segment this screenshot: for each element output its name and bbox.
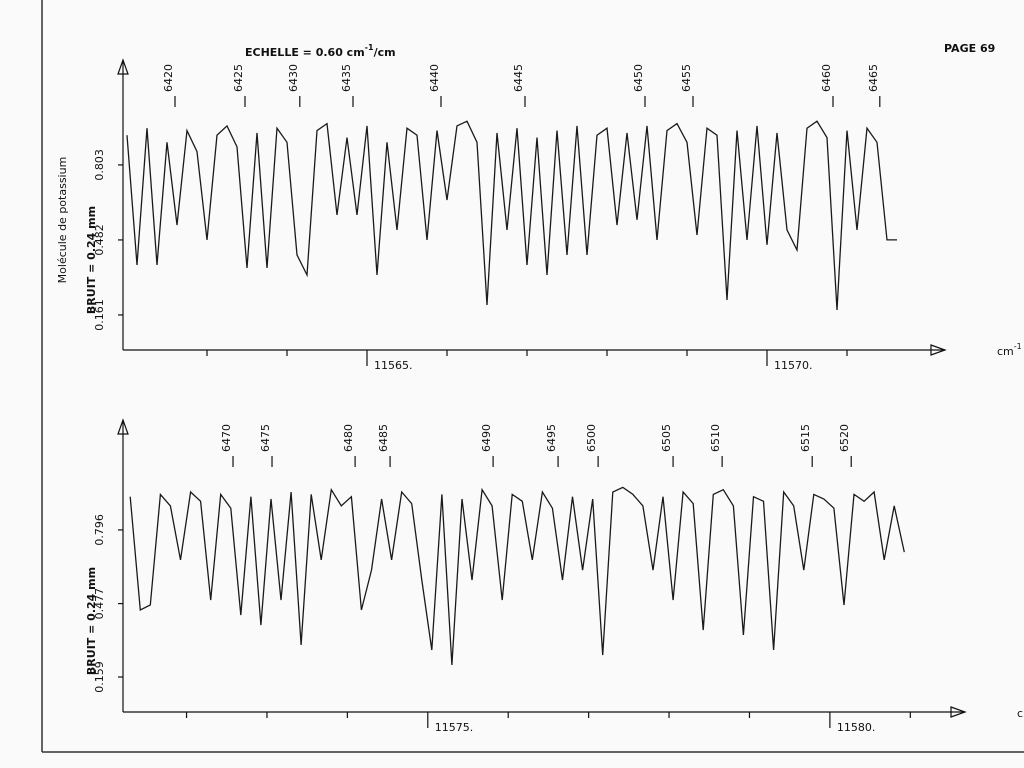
page-number: PAGE 69 (944, 42, 995, 55)
line-label: 6500 (585, 424, 598, 452)
y-axis-label: BRUIT = 0.24 mm (85, 567, 98, 675)
line-label: 6495 (545, 424, 558, 452)
y-tick-label: 0.796 (93, 514, 106, 546)
y-axis-arrow (117, 58, 129, 75)
line-label: 6450 (632, 64, 645, 92)
x-unit-sup: -1 (1014, 342, 1022, 351)
x-tick-label: 11570. (774, 359, 813, 372)
x-tick-label: 11575. (435, 721, 474, 734)
line-label: 6420 (162, 64, 175, 92)
x-axis-arrow (930, 344, 947, 356)
scale-sup: -1 (365, 43, 374, 52)
line-label: 6455 (680, 64, 693, 92)
y-tick-label: 0.161 (93, 299, 106, 331)
y-axis-label-2: Molécule de potassium (56, 157, 69, 284)
line-label: 6435 (340, 64, 353, 92)
x-unit-text: cm (997, 345, 1014, 358)
line-label: 6485 (377, 424, 390, 452)
y-tick-label: 0.482 (93, 224, 106, 256)
line-label: 6460 (820, 64, 833, 92)
spectrum (129, 486, 905, 666)
line-label: 6505 (660, 424, 673, 452)
y-axis-arrow (117, 418, 129, 435)
x-tick-label: 11580. (837, 721, 876, 734)
line-label: 6425 (232, 64, 245, 92)
y-tick-label: 0.477 (93, 588, 106, 620)
line-label: 6470 (220, 424, 233, 452)
line-label: 6510 (709, 424, 722, 452)
line-label: 6515 (799, 424, 812, 452)
line-label: 6440 (428, 64, 441, 92)
scale-note: ECHELLE = 0.60 cm-1/cm (245, 43, 396, 59)
x-tick-label: 11565. (374, 359, 413, 372)
spectrum (126, 120, 897, 311)
y-tick-label: 0.159 (93, 661, 106, 693)
scale-text: ECHELLE = 0.60 cm (245, 46, 365, 59)
line-label: 6445 (512, 64, 525, 92)
x-unit-text: cm (1017, 707, 1024, 720)
y-axis-label: BRUIT = 0.24 mm (85, 206, 98, 314)
line-label: 6480 (342, 424, 355, 452)
y-tick-label: 0.803 (93, 149, 106, 181)
line-label: 6490 (480, 424, 493, 452)
x-unit: cm-1 (997, 342, 1022, 358)
line-label: 6475 (259, 424, 272, 452)
line-label: 6430 (287, 64, 300, 92)
x-unit: cm-1 (1017, 704, 1024, 720)
line-label: 6520 (838, 424, 851, 452)
x-axis-arrow (950, 706, 967, 718)
scale-tail: /cm (374, 46, 396, 59)
line-label: 6465 (867, 64, 880, 92)
